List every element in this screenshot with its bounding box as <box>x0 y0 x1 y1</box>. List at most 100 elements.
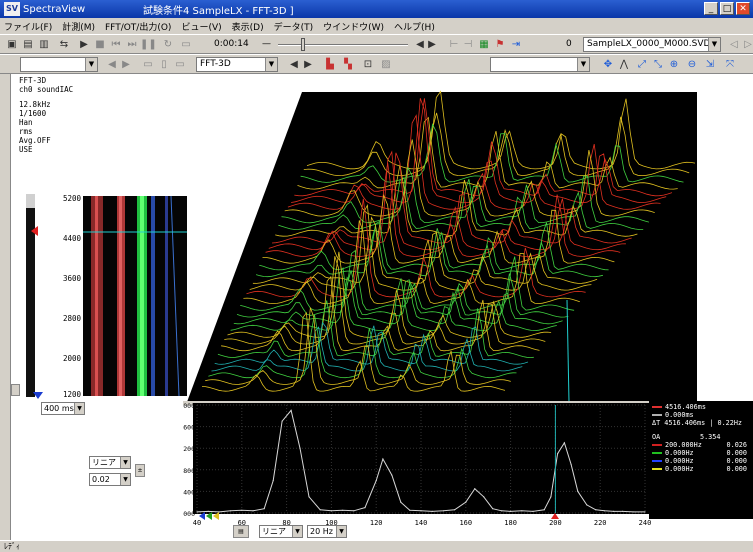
scale-select[interactable]: リニア ▼ <box>89 456 131 469</box>
waterfall-trace <box>205 307 511 385</box>
minus-icon[interactable]: — <box>262 39 271 49</box>
chevron-down-icon[interactable]: ▼ <box>336 526 346 537</box>
peak-icon[interactable]: ⋀ <box>619 59 629 70</box>
step-forward-icon[interactable]: ⏭ <box>127 39 137 50</box>
waterfall-3d-plot[interactable] <box>187 90 697 402</box>
title-bar: SV SpectraView 試験条件4 SampleLX - FFT-3D ]… <box>0 0 753 18</box>
move-icon[interactable]: ✥ <box>603 59 613 70</box>
layout-icon[interactable]: ▭ <box>143 59 153 70</box>
chevron-down-icon[interactable]: ▼ <box>265 58 277 71</box>
stop-icon[interactable]: ■ <box>95 39 105 50</box>
channel-select[interactable]: ▼ <box>20 57 98 72</box>
view-next-icon[interactable]: ▶ <box>304 59 312 70</box>
export-icon[interactable]: ▥ <box>39 39 49 50</box>
export-data-icon[interactable]: ⇥ <box>511 39 521 50</box>
layout-tile-icon[interactable]: ▭ <box>175 59 185 70</box>
prev-channel-icon[interactable]: ◀ <box>108 59 116 70</box>
menu-item-4[interactable]: 表示(D) <box>231 22 264 33</box>
spectrum-point <box>633 511 635 513</box>
legend-label: 0.000Hz <box>665 449 694 457</box>
upper-marker-icon[interactable] <box>31 226 38 236</box>
zoom-out-icon[interactable]: ⊖ <box>687 59 697 70</box>
time-slider[interactable] <box>278 44 408 46</box>
maximize-icon[interactable]: □ <box>720 2 734 15</box>
step-select[interactable]: 0.02 ▼ <box>89 473 131 486</box>
spectrum-point <box>342 509 344 511</box>
menu-item-3[interactable]: ビュー(V) <box>181 22 222 33</box>
cursor-icon[interactable]: ⊡ <box>363 59 373 70</box>
waterfall-icon[interactable]: ▚ <box>344 59 352 70</box>
arrange-icon[interactable]: ⇆ <box>59 39 69 50</box>
spectrum-icon[interactable]: ▙ <box>326 59 334 70</box>
prev-file-icon[interactable]: ◁ <box>730 39 738 50</box>
range-end-icon[interactable]: ⊣ <box>463 39 473 50</box>
chevron-down-icon[interactable]: ▼ <box>708 38 720 51</box>
autoscale-icon[interactable]: ⤧ <box>726 59 734 70</box>
chevron-down-icon[interactable]: ▼ <box>292 526 302 537</box>
next-channel-icon[interactable]: ▶ <box>122 59 130 70</box>
menu-item-5[interactable]: データ(T) <box>273 22 314 33</box>
waterfall-3d-canvas <box>187 90 697 402</box>
step-back-icon[interactable]: ⏮ <box>111 39 121 50</box>
time-window-select[interactable]: 400 ms ▼ <box>41 402 85 415</box>
menu-item-2[interactable]: FFT/OT/出力(O) <box>105 22 172 33</box>
play-icon[interactable]: ▶ <box>80 39 88 50</box>
band-marker-icon[interactable] <box>199 512 205 520</box>
axis-toggle-button[interactable] <box>11 384 20 396</box>
menu-item-0[interactable]: ファイル(F) <box>4 22 53 33</box>
zoom-y-icon[interactable]: ⤡ <box>654 59 662 70</box>
legend-oa-value: 5.354 <box>700 433 721 441</box>
grid-view-icon[interactable]: ▦ <box>479 39 489 50</box>
scale-type-select[interactable]: リニア ▼ <box>259 525 303 538</box>
range-start-icon[interactable]: ⊢ <box>449 39 459 50</box>
next-file-icon[interactable]: ▷ <box>744 39 752 50</box>
slider-right-icon[interactable]: ▶ <box>428 39 436 50</box>
band-marker-icon[interactable] <box>206 512 212 520</box>
spectrum-point <box>586 504 588 506</box>
view-mode-select[interactable]: FFT-3D ▼ <box>196 57 278 72</box>
x-tick-label: 60 <box>237 519 247 527</box>
spectrogram-panel[interactable] <box>83 196 187 396</box>
chevron-down-icon[interactable]: ▼ <box>577 58 589 71</box>
scale-stepper[interactable]: ± <box>135 464 145 477</box>
chevron-down-icon[interactable]: ▼ <box>74 403 84 414</box>
fit-icon[interactable]: ⇲ <box>705 59 715 70</box>
spectrum-point <box>263 508 265 510</box>
overlay-icon[interactable]: ▨ <box>381 59 391 70</box>
info-line: Han <box>19 118 33 127</box>
chevron-down-icon[interactable]: ▼ <box>120 457 130 468</box>
spectrum-point <box>409 509 411 511</box>
save-icon[interactable]: ▤ <box>23 39 33 50</box>
legend-row: 0.000Hz 0.000 <box>652 449 751 457</box>
level-scale-bar[interactable] <box>26 194 35 397</box>
marker-icon[interactable]: ⚑ <box>495 39 505 50</box>
view-prev-icon[interactable]: ◀ <box>290 59 298 70</box>
layout-split-icon[interactable]: ▯ <box>161 59 167 70</box>
menu-item-7[interactable]: ヘルプ(H) <box>394 22 435 33</box>
pause-icon[interactable]: ❚❚ <box>140 39 157 50</box>
slider-left-icon[interactable]: ◀ <box>416 39 424 50</box>
menu-item-6[interactable]: ウインドウ(W) <box>323 22 385 33</box>
spectrum-point <box>577 490 579 492</box>
menu-item-1[interactable]: 計測(M) <box>62 22 95 33</box>
chevron-down-icon[interactable]: ▼ <box>85 58 97 71</box>
lower-marker-icon[interactable] <box>33 392 43 399</box>
minimize-icon[interactable]: _ <box>704 2 718 15</box>
secondary-select[interactable]: ▼ <box>490 57 590 72</box>
time-slider-thumb[interactable] <box>300 38 305 51</box>
mark-icon[interactable]: ▭ <box>181 39 191 50</box>
chevron-down-icon[interactable]: ▼ <box>120 474 130 485</box>
zoom-x-icon[interactable]: ⤢ <box>638 59 646 70</box>
band-marker-icon[interactable] <box>213 512 219 520</box>
loop-icon[interactable]: ↻ <box>163 39 173 50</box>
close-icon[interactable]: ✕ <box>736 2 750 15</box>
open-file-icon[interactable]: ▣ <box>7 39 17 50</box>
file-select[interactable]: SampleLX_0000_M000.SVD ▼ <box>583 37 721 52</box>
y-tick-label: 3600 <box>62 274 81 283</box>
bandwidth-select[interactable]: 20 Hz ▼ <box>307 525 347 538</box>
cursor-marker-icon[interactable] <box>551 513 560 519</box>
axis-settings-button[interactable]: ▤ <box>233 525 249 538</box>
zoom-in-icon[interactable]: ⊕ <box>669 59 679 70</box>
